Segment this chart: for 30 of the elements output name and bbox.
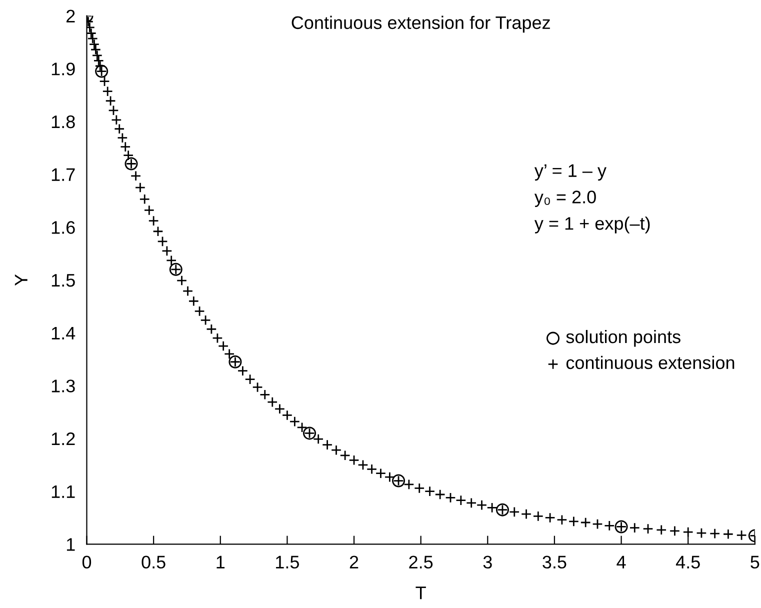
y-tick-label: 1.3: [52, 380, 75, 392]
annotation: y₀ = 2.0: [534, 190, 596, 207]
x-tick-label: 1: [216, 556, 225, 568]
y-tick-label: 1.4: [52, 326, 76, 340]
x-tick-label: 0.5: [142, 556, 166, 569]
x-tick-label: 1.5: [276, 556, 299, 569]
x-axis-title: T: [416, 586, 426, 600]
x-tick-label: 3.5: [542, 556, 566, 569]
y-tick-label: 1.6: [52, 221, 75, 234]
y-tick-label: 1.2: [52, 432, 75, 446]
x-tick-label: 3: [483, 556, 492, 569]
x-tick-label: 5: [750, 556, 760, 569]
y-tick-label: 1.1: [52, 485, 75, 498]
x-tick-label: 4: [616, 556, 626, 568]
chart-title: Continuous extension for Trapez: [292, 16, 550, 33]
x-tick-label: 4.5: [676, 556, 700, 569]
y-tick-label: 2: [66, 10, 75, 22]
x-tick-label: 2: [350, 556, 358, 568]
y-tick-label: 1.7: [52, 168, 75, 181]
annotation: y’ = 1 – y: [534, 164, 606, 181]
x-tick-label: 0: [82, 556, 92, 569]
legend-label: continuous extension: [566, 356, 734, 370]
y-tick-label: 1.9: [52, 62, 75, 76]
y-tick-label: 1: [66, 538, 75, 551]
legend-label: solution points: [566, 330, 680, 347]
annotation: y = 1 + exp(–t): [534, 216, 650, 234]
x-tick-label: 2.5: [409, 556, 433, 569]
y-tick-label: 1.5: [52, 274, 75, 287]
y-axis-title: Y: [14, 274, 28, 286]
y-tick-label: 1.8: [52, 115, 75, 128]
